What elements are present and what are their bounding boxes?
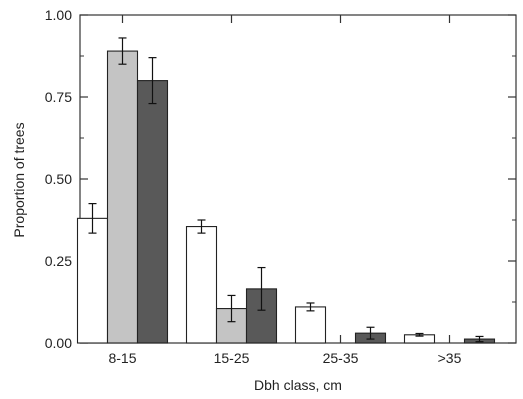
y-tick-label-4: 1.00 [45, 7, 72, 23]
bar-s2-c0 [136, 80, 169, 344]
y-tick-label-1: 0.25 [45, 253, 72, 269]
y-tick-label-3: 0.75 [45, 89, 72, 105]
x-tick-label-1: 15-25 [214, 350, 250, 366]
x-tick-label-3: >35 [438, 350, 462, 366]
y-axis-title: Proportion of trees [11, 122, 27, 237]
bar-s0-c1 [185, 226, 218, 344]
y-tick-label-2: 0.50 [45, 171, 72, 187]
bar-s0-c2 [294, 306, 327, 344]
bar-s1-c0 [106, 50, 139, 344]
bar-s0-c0 [76, 217, 109, 344]
x-axis-title: Dbh class, cm [254, 377, 342, 393]
y-tick-label-0: 0.00 [45, 335, 72, 351]
x-tick-label-0: 8-15 [108, 350, 136, 366]
chart-marks: 0.00 0.25 0.50 0.75 1.00 8-15 15-25 25-35 >35 [45, 7, 516, 366]
x-tick-label-2: 25-35 [323, 350, 359, 366]
